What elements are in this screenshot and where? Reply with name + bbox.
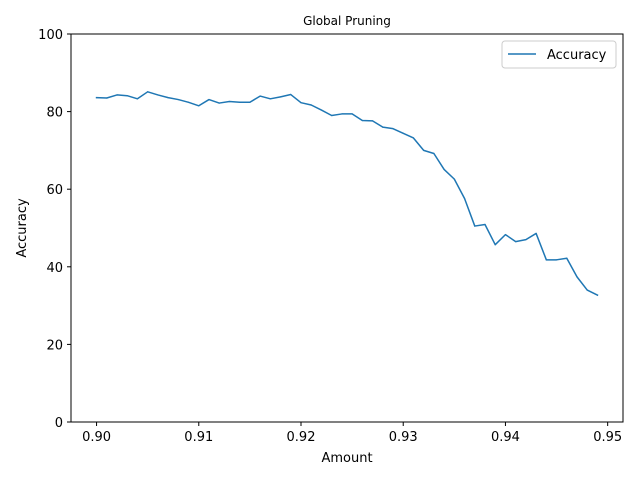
data-point: [116, 94, 118, 96]
data-point: [341, 113, 343, 115]
chart-title: Global Pruning: [303, 14, 391, 28]
data-point: [576, 276, 578, 278]
x-tick-label: 0.93: [389, 430, 418, 445]
data-point: [187, 101, 190, 103]
y-axis-ticks: 0 20 40 60 80 100: [38, 28, 71, 431]
x-axis-ticks: 0.90 0.91 0.92 0.93 0.94 0.95: [82, 422, 622, 445]
data-point: [555, 259, 558, 261]
data-point: [208, 98, 210, 101]
data-point: [269, 98, 271, 100]
data-point: [515, 240, 517, 243]
data-point: [136, 98, 139, 100]
legend: Accuracy: [501, 40, 617, 69]
y-tick-label: 80: [46, 106, 63, 121]
data-point: [535, 232, 537, 235]
data-point: [198, 105, 200, 107]
data-point: [504, 233, 507, 236]
data-point: [361, 119, 363, 122]
data-point: [95, 97, 98, 99]
data-point: [433, 152, 435, 155]
x-axis-label: Amount: [321, 451, 372, 466]
data-point: [484, 223, 486, 226]
data-point: [453, 178, 455, 180]
data-point: [228, 100, 231, 103]
data-point: [402, 132, 404, 134]
y-tick-label: 60: [46, 183, 63, 198]
data-point: [320, 109, 323, 111]
x-tick-label: 0.92: [287, 430, 316, 445]
data-point: [310, 104, 312, 106]
series-line-accuracy: [95, 91, 599, 297]
data-point: [157, 94, 159, 96]
axes-frame: [70, 33, 624, 423]
data-point: [259, 95, 261, 97]
x-tick-label: 0.91: [184, 430, 213, 445]
data-point: [249, 101, 251, 103]
data-point: [392, 128, 394, 130]
data-point: [545, 259, 547, 261]
y-tick-label: 100: [38, 28, 63, 43]
data-point: [351, 113, 353, 115]
legend-box: [501, 40, 617, 69]
data-point: [126, 95, 128, 97]
data-point: [218, 102, 220, 104]
data-point: [371, 120, 374, 122]
series-layer: [95, 91, 599, 297]
data-point: [566, 257, 568, 259]
data-point: [331, 114, 333, 117]
data-point: [463, 197, 466, 200]
data-point: [382, 126, 384, 128]
data-point: [177, 98, 179, 101]
x-tick-label: 0.95: [593, 430, 622, 445]
legend-label: Accuracy: [547, 48, 607, 63]
y-tick-label: 0: [55, 416, 63, 431]
data-point: [443, 168, 445, 171]
y-tick-label: 40: [46, 261, 63, 276]
data-point: [279, 96, 282, 98]
x-tick-label: 0.94: [491, 430, 520, 445]
data-point: [596, 294, 599, 296]
data-point: [300, 102, 302, 104]
y-tick-label: 20: [46, 338, 63, 353]
data-point: [474, 225, 476, 227]
x-tick-label: 0.90: [82, 430, 111, 445]
data-point: [586, 289, 588, 291]
data-point: [239, 101, 241, 103]
data-point: [423, 149, 425, 151]
data-point: [147, 91, 149, 93]
data-point: [167, 97, 169, 99]
data-point: [525, 239, 527, 241]
data-point: [412, 137, 415, 139]
data-point: [106, 97, 108, 99]
data-point: [290, 93, 292, 96]
data-point: [494, 244, 496, 246]
y-axis-label: Accuracy: [15, 198, 30, 258]
